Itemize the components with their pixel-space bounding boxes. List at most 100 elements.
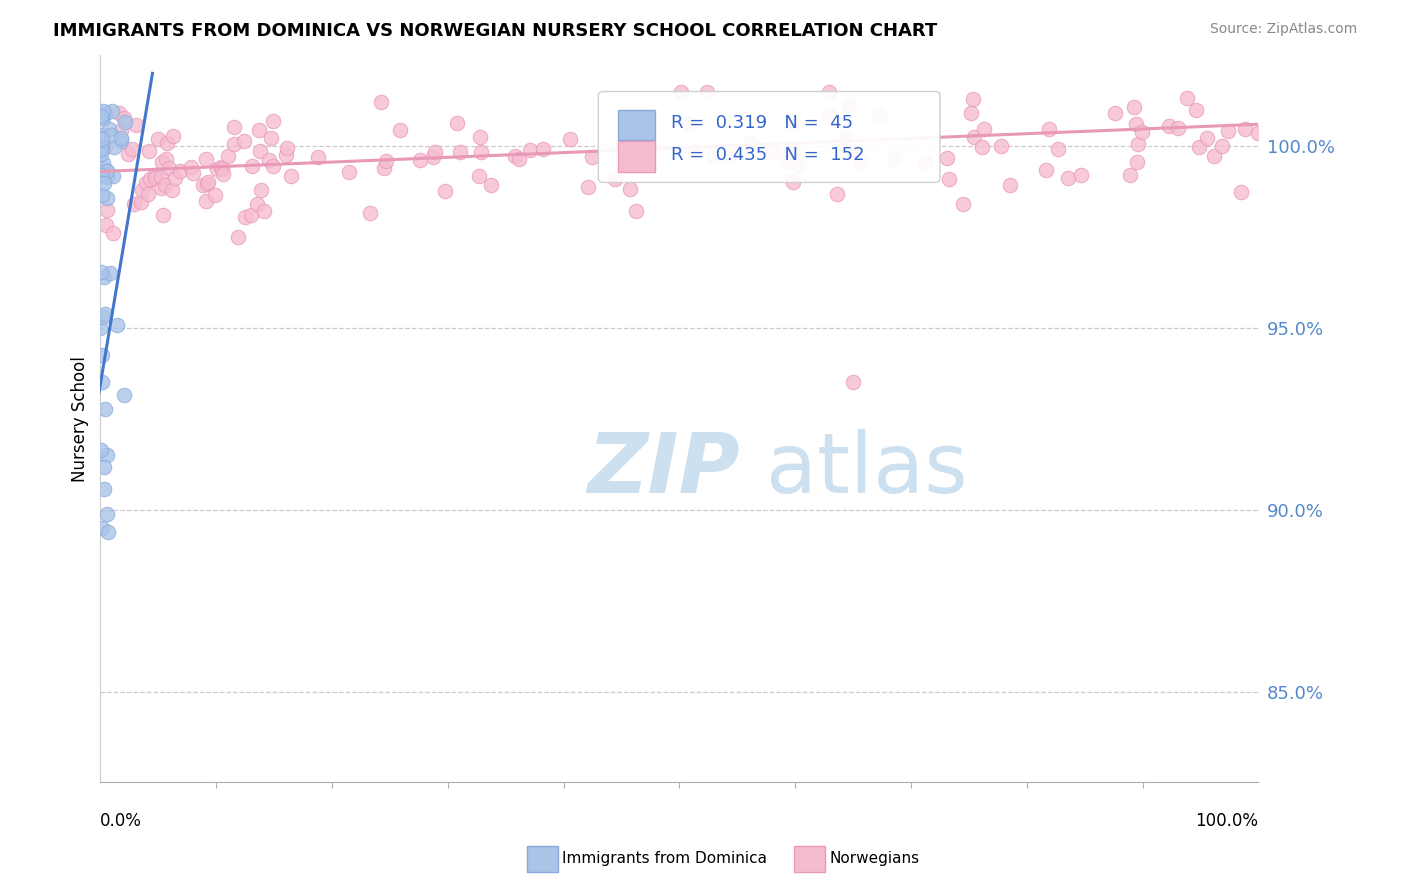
Point [446,116,468,130]
Point [274,147,297,161]
Point [1122,100,1144,114]
Point [169,164,191,178]
Point [131,184,153,198]
Point [1195,131,1218,145]
Point [1246,126,1268,140]
Point [938,171,960,186]
Point [239,208,262,222]
Point [835,129,858,144]
Point [153,178,176,192]
Point [789,159,811,173]
Point [94,105,117,120]
Point [1230,185,1253,199]
Point [101,226,124,240]
Point [97,121,120,136]
Point [1167,121,1189,136]
Point [163,171,186,186]
Point [212,168,235,182]
Point [105,318,128,332]
Point [962,129,984,144]
Point [1126,154,1149,169]
Point [671,85,693,99]
Point [157,161,180,176]
Point [150,170,173,185]
Point [100,128,122,142]
Point [152,208,174,222]
Point [262,113,284,128]
Point [96,507,118,521]
Point [422,150,444,164]
Point [90,140,112,154]
Point [936,151,959,165]
Point [1070,168,1092,182]
Point [112,387,135,401]
Point [93,460,115,475]
Bar [619,141,655,171]
Point [96,164,118,178]
Point [479,178,502,192]
FancyBboxPatch shape [599,92,941,183]
Point [94,162,117,177]
Point [150,155,173,169]
Point [197,174,219,188]
Point [90,147,112,161]
Point [233,211,256,225]
Point [259,130,281,145]
Point [117,146,139,161]
Text: Norwegians: Norwegians [830,852,920,866]
Point [703,150,725,164]
Text: IMMIGRANTS FROM DOMINICA VS NORWEGIAN NURSERY SCHOOL CORRELATION CHART: IMMIGRANTS FROM DOMINICA VS NORWEGIAN NU… [53,22,938,40]
Point [90,376,112,390]
Point [143,168,166,182]
Point [90,442,112,457]
Point [90,265,112,279]
Point [191,178,214,192]
Point [135,176,157,190]
Point [1216,124,1239,138]
Point [110,134,132,148]
Text: R =  0.435   N =  152: R = 0.435 N = 152 [671,145,865,164]
Point [612,136,634,150]
Point [156,136,179,150]
Point [696,85,718,99]
Point [155,152,177,166]
Point [1157,119,1180,133]
Point [257,153,280,168]
Point [1185,103,1208,118]
Point [337,164,360,178]
Point [195,152,218,166]
Point [779,115,801,129]
Point [94,218,117,232]
Point [121,142,143,156]
Point [633,159,655,173]
Point [717,149,740,163]
Point [195,177,218,191]
Point [581,150,603,164]
Point [112,111,135,125]
Point [827,187,849,202]
Point [970,140,993,154]
Point [205,161,228,176]
Point [211,161,233,176]
Point [91,132,114,146]
Point [1211,139,1233,153]
Point [91,104,114,119]
Point [145,171,167,186]
Point [89,321,111,335]
Point [250,183,273,197]
Text: R =  0.319   N =  45: R = 0.319 N = 45 [671,114,853,132]
Point [91,166,114,180]
Point [425,145,447,159]
Point [245,196,267,211]
Point [90,108,112,122]
Text: atlas: atlas [766,429,967,510]
Point [98,266,121,280]
Point [150,181,173,195]
Point [139,172,162,186]
Text: ZIP: ZIP [586,429,740,510]
Point [624,203,647,218]
Y-axis label: Nursery School: Nursery School [72,356,89,482]
Bar [619,110,655,140]
Point [952,196,974,211]
Point [468,169,491,184]
